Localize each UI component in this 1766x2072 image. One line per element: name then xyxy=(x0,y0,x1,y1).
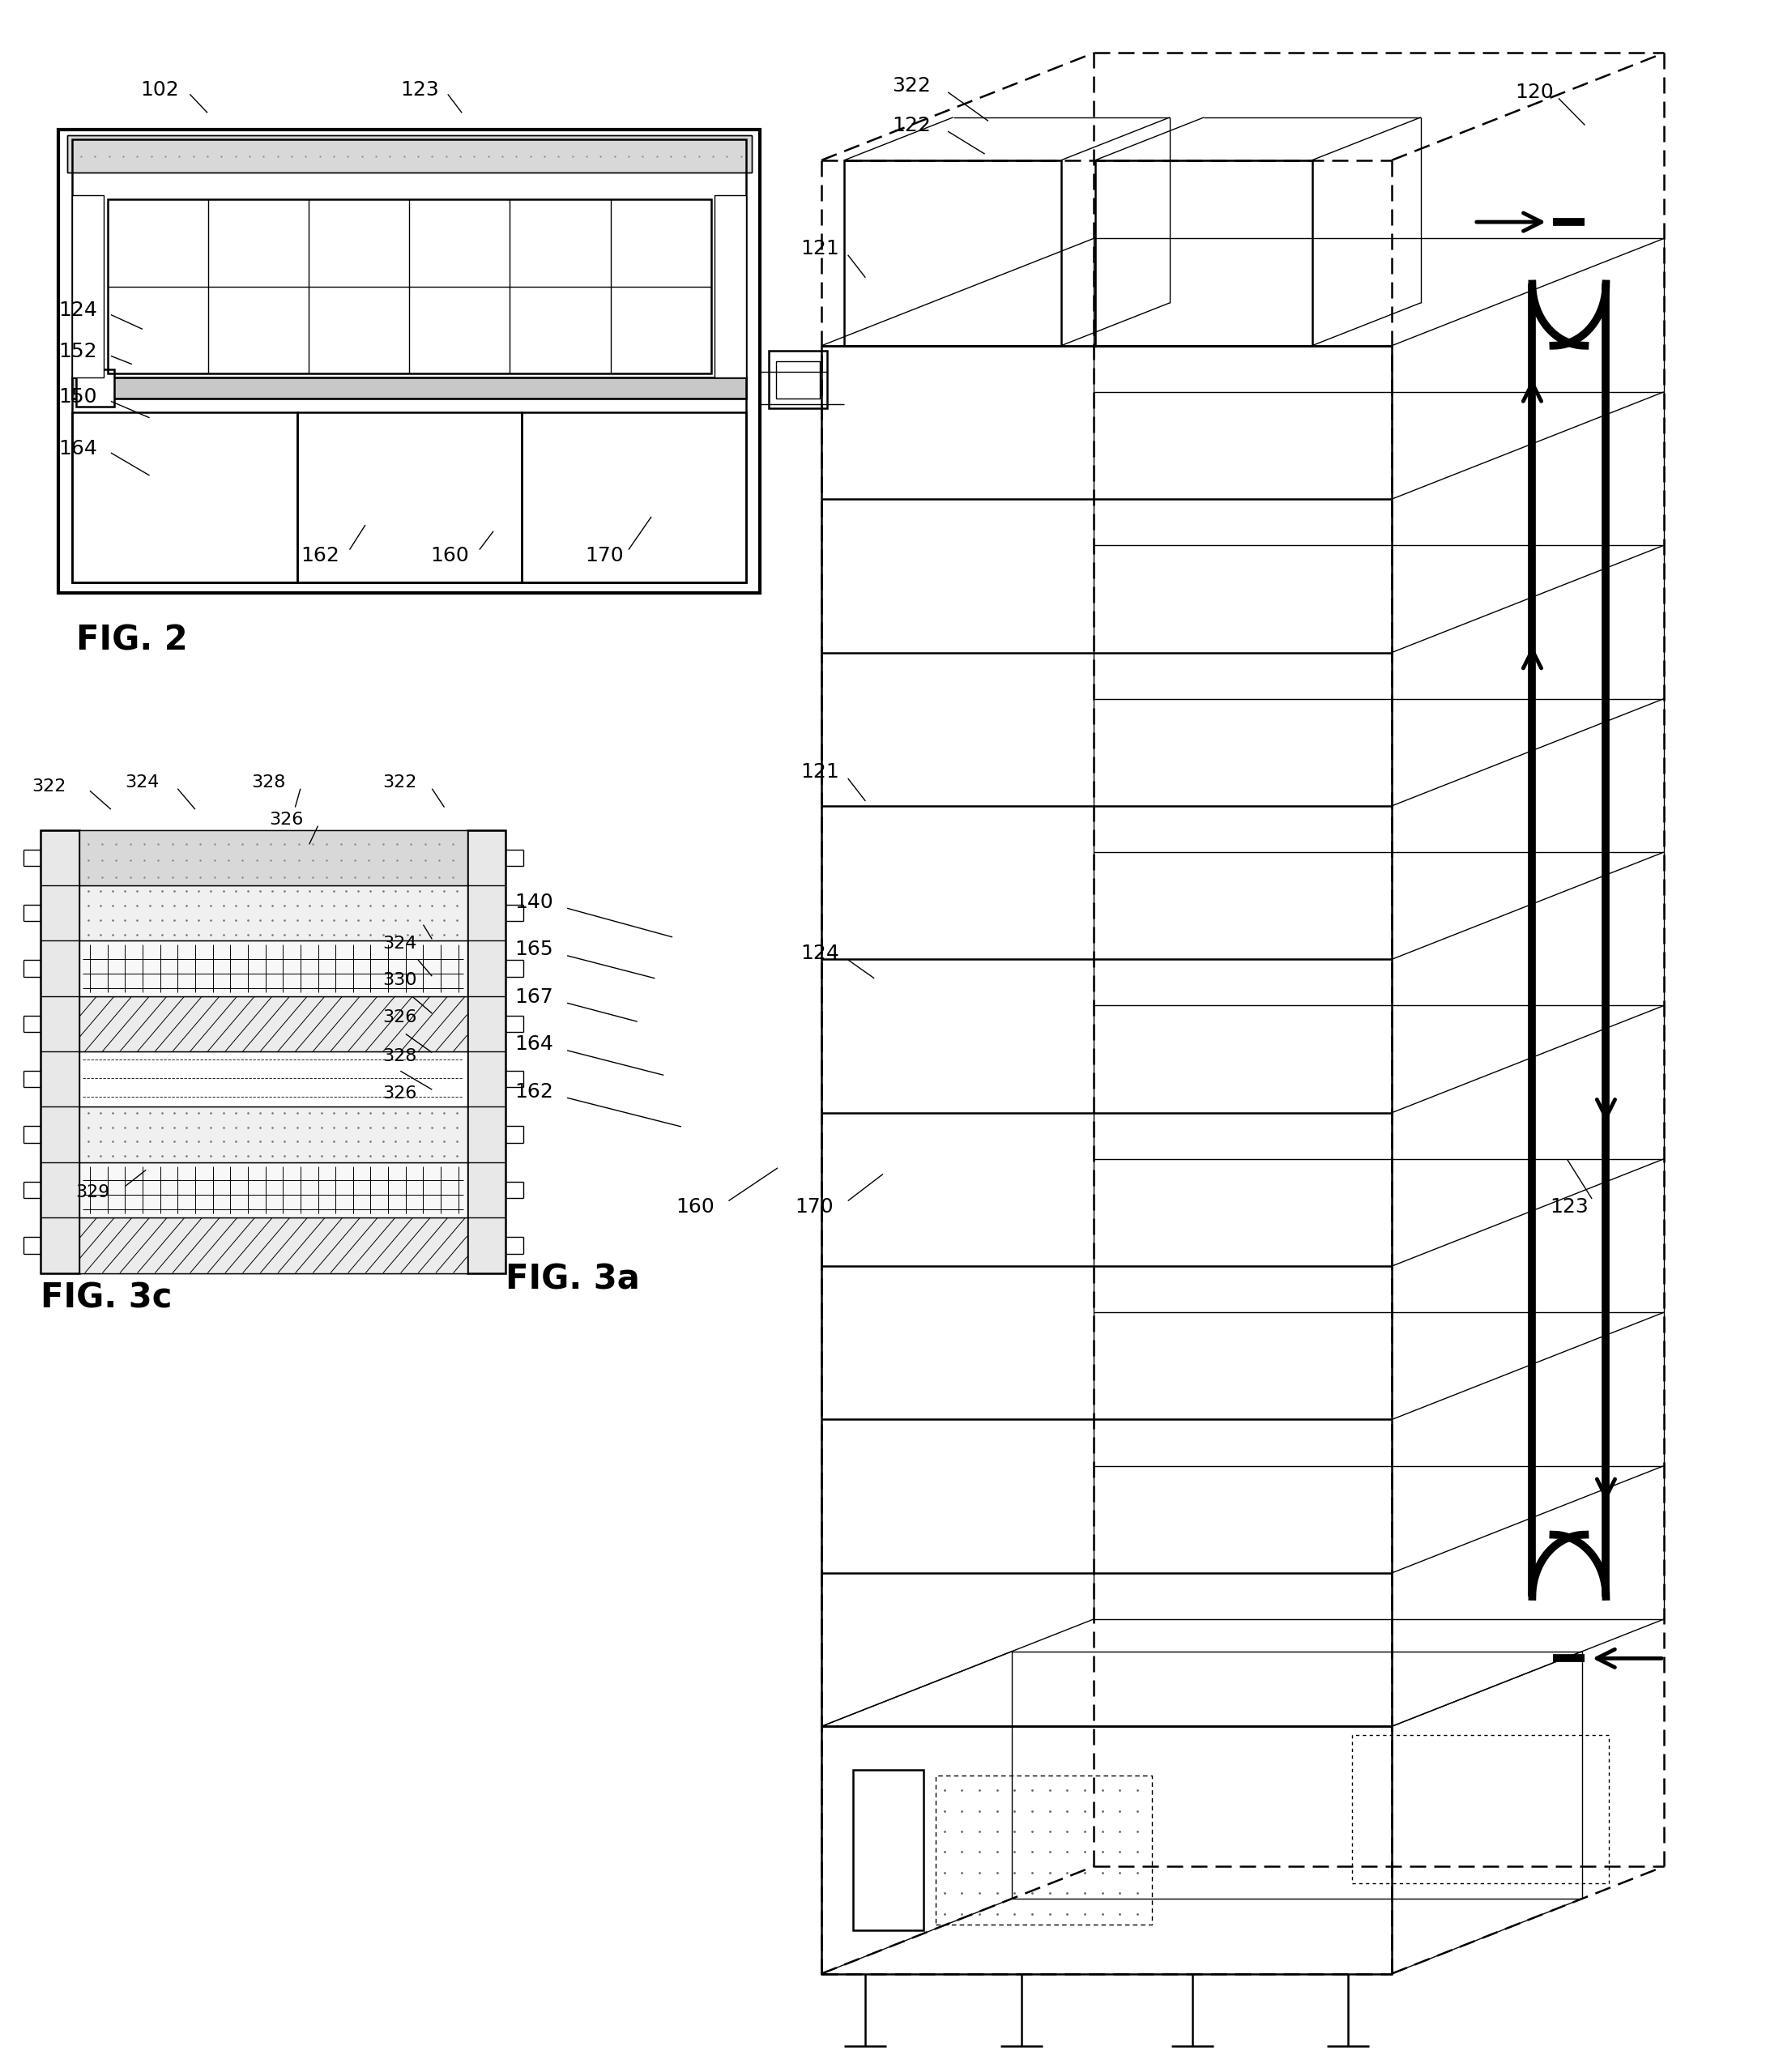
Bar xyxy=(853,1769,924,1931)
Text: 122: 122 xyxy=(892,116,931,135)
Text: 152: 152 xyxy=(58,342,97,361)
Bar xyxy=(468,831,505,1272)
Bar xyxy=(79,1106,468,1162)
Bar xyxy=(79,831,468,885)
Bar xyxy=(58,128,759,593)
Text: 322: 322 xyxy=(32,779,67,796)
Text: 162: 162 xyxy=(514,1082,553,1102)
Text: 167: 167 xyxy=(514,986,553,1007)
Text: FIG. 3c: FIG. 3c xyxy=(41,1280,173,1316)
Text: 170: 170 xyxy=(795,1198,834,1216)
Text: 328: 328 xyxy=(383,1048,417,1065)
Text: 328: 328 xyxy=(251,775,286,792)
Text: 326: 326 xyxy=(383,1009,417,1026)
Text: 150: 150 xyxy=(58,387,97,406)
Bar xyxy=(775,361,819,398)
Bar xyxy=(72,412,297,582)
Bar xyxy=(936,1776,1153,1925)
Text: 322: 322 xyxy=(383,775,417,792)
Text: FIG. 3a: FIG. 3a xyxy=(505,1262,639,1297)
Bar xyxy=(821,1726,1392,1975)
Bar xyxy=(76,369,115,406)
Bar xyxy=(79,885,468,941)
Text: 160: 160 xyxy=(676,1198,715,1216)
Text: 140: 140 xyxy=(514,893,553,912)
Text: 120: 120 xyxy=(1515,83,1554,102)
Bar xyxy=(79,997,468,1051)
Bar xyxy=(72,377,745,398)
Text: 170: 170 xyxy=(585,547,623,566)
Text: 324: 324 xyxy=(125,775,159,792)
Text: 102: 102 xyxy=(141,81,180,99)
Bar xyxy=(79,1218,468,1272)
Bar xyxy=(844,160,1061,346)
Bar xyxy=(521,412,745,582)
Text: 326: 326 xyxy=(268,812,304,827)
Text: FIG. 2: FIG. 2 xyxy=(76,624,187,657)
Bar xyxy=(72,377,745,398)
Text: 124: 124 xyxy=(800,945,839,963)
Bar xyxy=(67,135,751,172)
Text: 123: 123 xyxy=(1551,1198,1588,1216)
Text: 330: 330 xyxy=(383,972,417,988)
Bar xyxy=(1353,1734,1609,1883)
Bar xyxy=(715,195,745,377)
Text: 123: 123 xyxy=(401,81,440,99)
Bar xyxy=(72,139,745,582)
Bar xyxy=(768,350,826,408)
Bar xyxy=(297,412,521,582)
Text: 329: 329 xyxy=(76,1185,109,1200)
Text: 121: 121 xyxy=(800,762,839,781)
Bar xyxy=(67,135,751,172)
Text: 322: 322 xyxy=(892,77,931,95)
Text: 164: 164 xyxy=(514,1034,553,1055)
Text: 160: 160 xyxy=(431,547,470,566)
Bar xyxy=(108,199,712,373)
Text: 124: 124 xyxy=(58,300,97,321)
Text: 162: 162 xyxy=(300,547,339,566)
Text: 121: 121 xyxy=(800,238,839,259)
Bar xyxy=(72,195,104,377)
Bar xyxy=(1095,160,1312,346)
Text: 324: 324 xyxy=(383,934,417,951)
Bar xyxy=(79,941,468,997)
Bar xyxy=(79,1162,468,1218)
Bar xyxy=(41,831,79,1272)
Bar xyxy=(79,1051,468,1106)
Text: 164: 164 xyxy=(58,439,97,458)
Text: 326: 326 xyxy=(383,1086,417,1102)
Text: 165: 165 xyxy=(514,941,553,959)
